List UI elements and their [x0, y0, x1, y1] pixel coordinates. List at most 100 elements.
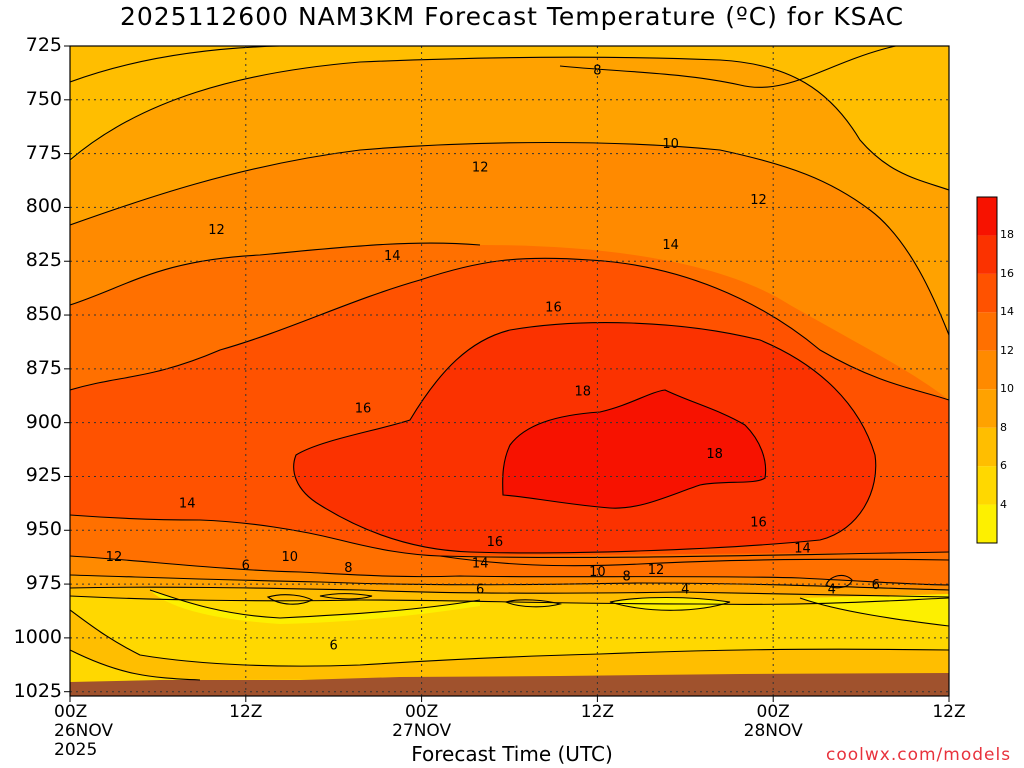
y-tick-label: 900 — [25, 410, 62, 433]
y-tick-label: 950 — [25, 518, 62, 541]
colorbar-frame — [976, 196, 998, 544]
chart-title: 2025112600 NAM3KM Forecast Temperature (… — [119, 2, 905, 31]
contour-18-bubble — [825, 574, 853, 589]
x-tick-label: 12Z — [909, 703, 989, 722]
contour-4-small-b — [319, 593, 373, 600]
x-tick-label: 12Z — [206, 703, 286, 722]
contour-label-16: 16 — [750, 516, 767, 531]
vertical-gridlines — [70, 46, 949, 696]
contour-label-12: 12 — [750, 193, 767, 208]
horizontal-gridlines — [70, 46, 949, 693]
contour-label-6: 6 — [872, 578, 880, 593]
x-tick-label: 00Z 26NOV 2025 — [54, 703, 134, 760]
contour-4-pocket-b — [609, 596, 731, 611]
contour-16 — [293, 322, 877, 554]
contour-14 — [70, 257, 949, 401]
contour-4-small-c — [504, 599, 563, 608]
y-tick-label: 850 — [25, 303, 62, 326]
temp-core — [502, 390, 766, 509]
contour-label-6: 6 — [330, 638, 338, 653]
contour-label-4: 4 — [681, 582, 689, 597]
contour-label-16: 16 — [545, 300, 562, 315]
contour-10 — [70, 56, 949, 191]
x-axis-label: Forecast Time (UTC) — [411, 742, 613, 766]
contour-label-8: 8 — [593, 64, 601, 79]
colorbar-tick-label: 14 — [1000, 305, 1014, 319]
x-tick-date: 28NOV — [743, 721, 803, 741]
contour-label-6: 6 — [242, 559, 250, 574]
y-tick-label: 825 — [25, 249, 62, 272]
y-tick-label: 725 — [25, 34, 62, 56]
plot-frame — [69, 45, 950, 697]
colorbar-swatch-12 — [977, 312, 997, 351]
y-tick-label: 775 — [25, 141, 62, 164]
contour-label-8: 8 — [623, 569, 631, 584]
y-tick-label: 975 — [25, 572, 62, 595]
x-tick-label: 12Z — [557, 703, 637, 722]
x-tick-label: 00Z — [756, 702, 790, 722]
temp-pocket-4c — [800, 594, 949, 626]
plot-area: 8 10 12 12 12 14 14 16 16 18 18 14 16 16 14 14 12 10 8 6 12 1… — [70, 46, 949, 696]
contour-label-16: 16 — [487, 535, 504, 550]
contour-label-16: 16 — [355, 402, 372, 417]
y-tick-label: 1000 — [13, 625, 62, 648]
colorbar-swatch-2 — [977, 504, 997, 543]
y-tick-label: 875 — [25, 356, 62, 379]
contour-12-lower — [70, 242, 481, 306]
x-tick-date: 26NOV — [54, 721, 114, 741]
colorbar-tick-label: 18 — [1000, 228, 1014, 242]
x-tick-label: 12Z — [229, 702, 263, 722]
y-tick-label: 800 — [25, 195, 62, 218]
contour-label-4: 4 — [828, 582, 836, 597]
contour-8-low — [70, 586, 949, 598]
contour-4-small — [266, 594, 314, 605]
ground — [70, 673, 949, 696]
x-tick-label: 00Z — [404, 702, 439, 722]
contour-label-14: 14 — [179, 496, 196, 511]
x-tick-date: 27NOV — [392, 721, 452, 741]
contour-10-low — [70, 574, 949, 591]
contour-8 — [70, 46, 899, 88]
contour-lines — [70, 46, 949, 681]
colorbar-swatch-4 — [977, 466, 997, 505]
colorbar-swatch-6 — [977, 427, 997, 467]
colorbar-tick-label: 8 — [1000, 420, 1007, 434]
contour-label-8: 8 — [344, 561, 352, 576]
x-tick-label: 00Z — [54, 702, 88, 722]
contour-label-10: 10 — [281, 550, 298, 565]
y-tick-label: 1025 — [13, 679, 62, 702]
contour-label-12: 12 — [472, 161, 489, 176]
contour-label-6: 6 — [476, 582, 484, 597]
contour-6-low — [70, 595, 949, 605]
colorbar-tick-label: 6 — [1000, 459, 1007, 473]
contour-label-14: 14 — [384, 249, 401, 264]
credit-link[interactable]: coolwx.com/models — [826, 745, 1012, 765]
contour-18 — [502, 389, 767, 509]
contour-label-10: 10 — [662, 137, 679, 152]
colorbar — [976, 196, 998, 544]
colorbar-tick-label: 16 — [1000, 266, 1014, 280]
contour-12 — [70, 141, 949, 336]
contour-label-18: 18 — [706, 447, 723, 462]
colorbar-tick-label: 10 — [1000, 382, 1014, 396]
contour-4-pocket — [149, 589, 481, 619]
y-axis-ticks — [64, 45, 70, 693]
contour-12-low — [70, 555, 949, 586]
contour-label-14: 14 — [794, 541, 811, 556]
colorbar-swatch-14 — [977, 273, 997, 313]
contour-label-12: 12 — [648, 563, 665, 578]
contour-label-12: 12 — [106, 550, 123, 565]
contour-6-surface — [70, 609, 949, 667]
colorbar-tick-label: 12 — [1000, 343, 1014, 357]
colorbar-swatch-10 — [977, 350, 997, 390]
contour-label-10: 10 — [589, 565, 606, 580]
y-tick-label: 750 — [25, 87, 62, 110]
contour-label-14: 14 — [662, 238, 679, 253]
colorbar-swatch-16 — [977, 235, 997, 274]
contour-labels: 8 10 12 12 12 14 14 16 16 18 18 14 16 16 14 14 12 10 8 6 12 1… — [106, 64, 880, 654]
contour-4-pocket-c — [799, 597, 949, 627]
y-tick-label: 925 — [25, 464, 62, 487]
contour-4-surface — [70, 649, 201, 681]
x-tick-year: 2025 — [54, 740, 98, 760]
